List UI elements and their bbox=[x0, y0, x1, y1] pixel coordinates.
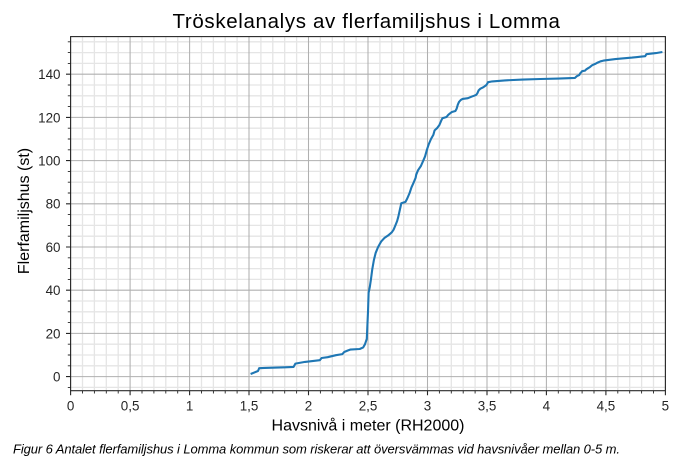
svg-text:Tröskelanalys av flerfamiljshu: Tröskelanalys av flerfamiljshus i Lomma bbox=[172, 10, 560, 33]
svg-text:3: 3 bbox=[424, 399, 431, 414]
svg-text:1: 1 bbox=[186, 399, 193, 414]
svg-text:60: 60 bbox=[46, 240, 61, 255]
svg-text:140: 140 bbox=[38, 67, 60, 82]
svg-text:120: 120 bbox=[38, 110, 60, 125]
svg-text:Havsnivå i meter (RH2000): Havsnivå i meter (RH2000) bbox=[272, 417, 465, 435]
svg-text:100: 100 bbox=[38, 154, 60, 169]
svg-text:3,5: 3,5 bbox=[478, 399, 497, 414]
svg-text:0: 0 bbox=[67, 399, 74, 414]
svg-text:Flerfamiljshus (st): Flerfamiljshus (st) bbox=[16, 148, 33, 274]
svg-text:0,5: 0,5 bbox=[121, 399, 140, 414]
svg-text:20: 20 bbox=[46, 326, 61, 341]
svg-text:0: 0 bbox=[53, 370, 60, 385]
svg-text:4: 4 bbox=[543, 399, 551, 414]
svg-text:2,5: 2,5 bbox=[359, 399, 378, 414]
svg-text:1,5: 1,5 bbox=[240, 399, 259, 414]
svg-text:5: 5 bbox=[662, 399, 669, 414]
svg-text:80: 80 bbox=[46, 197, 61, 212]
svg-text:2: 2 bbox=[305, 399, 312, 414]
svg-text:40: 40 bbox=[46, 283, 61, 298]
svg-text:4,5: 4,5 bbox=[597, 399, 616, 414]
svg-text:Figur 6 Antalet flerfamiljshus: Figur 6 Antalet flerfamiljshus i Lomma k… bbox=[13, 442, 620, 457]
